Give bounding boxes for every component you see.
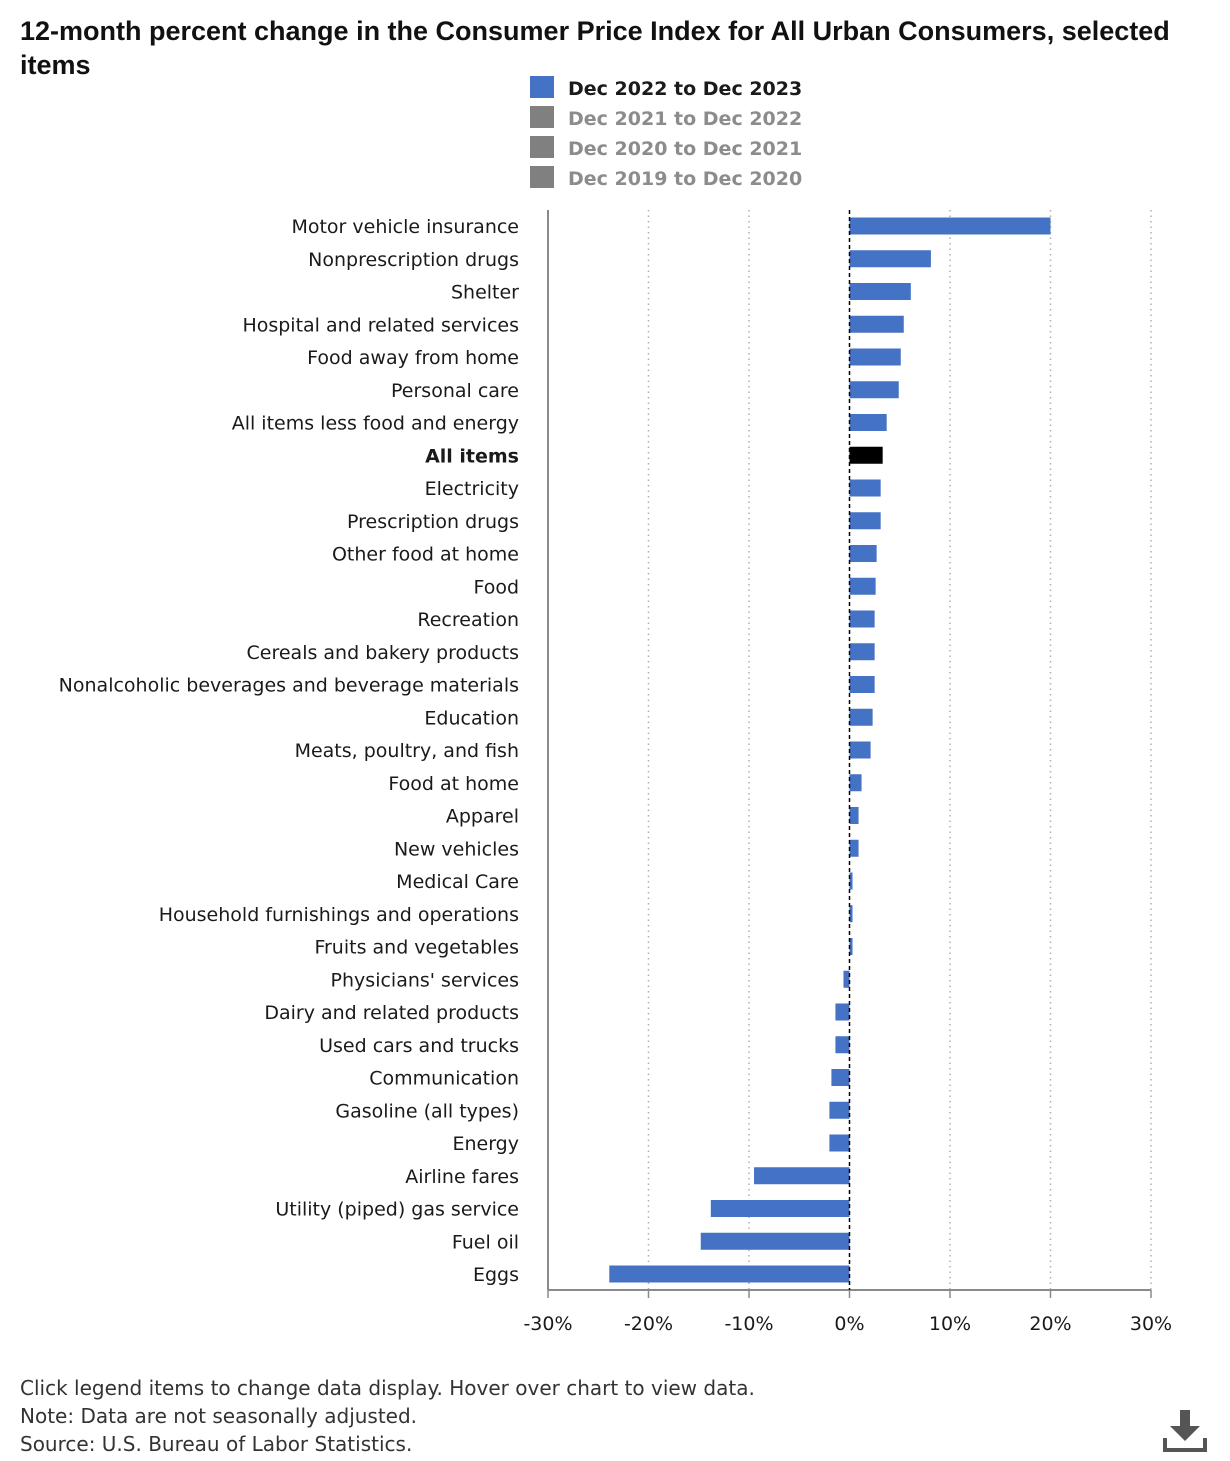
x-tick-label: -10% (724, 1313, 773, 1335)
y-category-label: Prescription drugs (347, 511, 519, 533)
bar[interactable] (700, 1232, 850, 1250)
x-tick-label: 0% (834, 1313, 864, 1335)
x-tick-label: 20% (1029, 1313, 1071, 1335)
download-button[interactable] (1160, 1408, 1210, 1456)
y-category-label: Personal care (391, 380, 519, 402)
y-category-label: Nonalcoholic beverages and beverage mate… (59, 675, 519, 697)
y-category-label: Communication (369, 1068, 519, 1090)
y-category-label: Education (424, 707, 519, 729)
y-category-label: Food (473, 576, 519, 598)
bar[interactable] (849, 872, 853, 890)
y-category-label: Utility (piped) gas service (275, 1199, 519, 1221)
bar[interactable] (849, 250, 931, 268)
y-category-label: All items (425, 445, 519, 467)
legend-label: Dec 2019 to Dec 2020 (568, 168, 803, 190)
legend-swatch (530, 136, 554, 158)
bar[interactable] (849, 315, 904, 333)
bar[interactable] (754, 1167, 850, 1185)
bar[interactable] (849, 577, 876, 595)
bar[interactable] (831, 1069, 850, 1086)
bar[interactable] (849, 479, 881, 497)
y-category-label: All items less food and energy (232, 413, 519, 435)
bar[interactable] (849, 610, 875, 628)
y-category-label: Dairy and related products (264, 1002, 519, 1024)
y-category-label: Recreation (417, 609, 519, 631)
y-category-label: Motor vehicle insurance (291, 216, 519, 238)
y-category-label: Fruits and vegetables (314, 937, 519, 959)
bar[interactable] (849, 545, 877, 562)
bar[interactable] (849, 643, 875, 661)
y-category-label: Airline fares (405, 1166, 519, 1188)
bar[interactable] (849, 938, 853, 955)
bar[interactable] (849, 905, 853, 923)
y-category-label: Food away from home (307, 347, 519, 369)
y-category-label: Cereals and bakery products (247, 642, 519, 664)
bar[interactable] (710, 1200, 850, 1217)
bar[interactable] (609, 1265, 850, 1283)
y-category-label: Electricity (425, 478, 519, 500)
bar[interactable] (849, 381, 899, 399)
y-category-label: Hospital and related services (242, 314, 519, 336)
bar[interactable] (849, 414, 887, 431)
chart-title: 12-month percent change in the Consumer … (20, 16, 1170, 80)
x-tick-label: -20% (624, 1313, 673, 1335)
y-category-label: Apparel (446, 806, 519, 828)
bar[interactable] (843, 970, 850, 988)
y-category-label: Food at home (388, 773, 519, 795)
bar[interactable] (849, 708, 873, 726)
y-category-label: Shelter (451, 282, 519, 304)
legend-label: Dec 2022 to Dec 2023 (568, 78, 803, 100)
legend-swatch (530, 166, 554, 188)
y-category-label: New vehicles (394, 838, 519, 860)
y-category-label: Used cars and trucks (319, 1035, 519, 1057)
legend-label: Dec 2021 to Dec 2022 (568, 108, 803, 130)
chart-footer: Click legend items to change data displa… (20, 1374, 755, 1458)
bar[interactable] (849, 217, 1051, 235)
footer-source: Source: U.S. Bureau of Labor Statistics. (20, 1432, 413, 1456)
bar[interactable] (849, 741, 871, 759)
bar[interactable] (849, 283, 911, 300)
y-category-label: Physicians' services (331, 969, 519, 991)
footer-note: Note: Data are not seasonally adjusted. (20, 1404, 418, 1428)
x-tick-label: -30% (523, 1313, 572, 1335)
bar[interactable] (849, 348, 901, 366)
legend-swatch (530, 76, 554, 98)
bar[interactable] (835, 1003, 850, 1021)
y-category-label: Fuel oil (452, 1231, 519, 1253)
bar[interactable] (849, 774, 862, 792)
bar[interactable] (835, 1036, 850, 1054)
x-tick-label: 30% (1130, 1313, 1172, 1335)
y-category-label: Eggs (473, 1264, 519, 1286)
legend-swatch (530, 106, 554, 128)
bar[interactable] (849, 446, 883, 464)
bar[interactable] (829, 1134, 850, 1152)
x-tick-label: 10% (929, 1313, 971, 1335)
y-category-label: Medical Care (396, 871, 519, 893)
legend-label: Dec 2020 to Dec 2021 (568, 138, 803, 160)
bar[interactable] (849, 512, 881, 530)
bar[interactable] (849, 839, 859, 857)
y-category-label: Other food at home (332, 544, 519, 566)
bar[interactable] (849, 676, 875, 693)
bar[interactable] (829, 1101, 850, 1119)
y-category-label: Household furnishings and operations (159, 904, 519, 926)
y-category-label: Energy (452, 1133, 519, 1155)
bar[interactable] (849, 807, 859, 824)
y-category-label: Meats, poultry, and fish (295, 740, 519, 762)
download-icon (1163, 1410, 1207, 1452)
y-category-label: Gasoline (all types) (335, 1100, 519, 1122)
footer-instructions: Click legend items to change data displa… (20, 1376, 755, 1400)
y-category-label: Nonprescription drugs (308, 249, 519, 271)
